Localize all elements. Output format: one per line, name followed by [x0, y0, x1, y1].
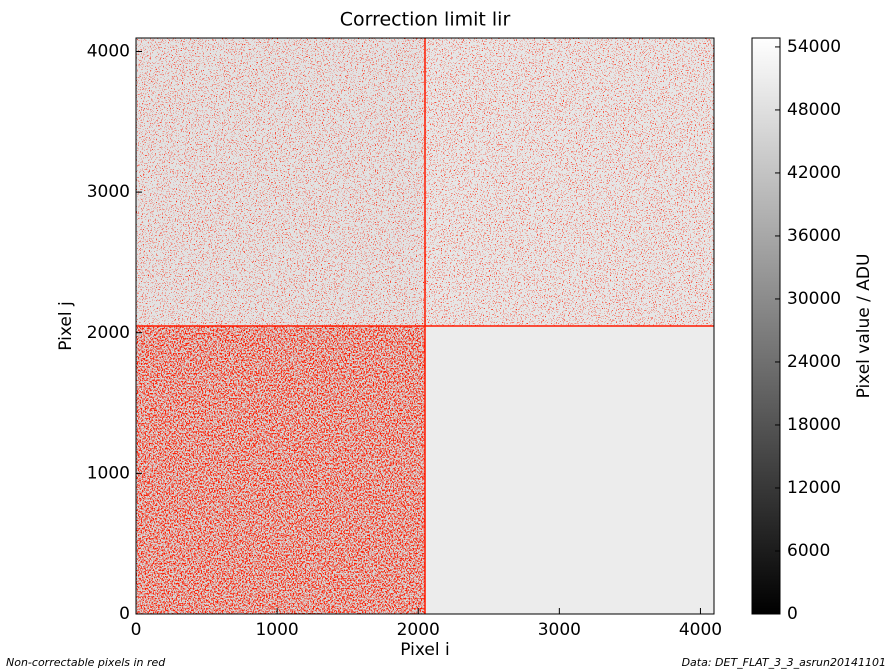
mask-speckle: [136, 326, 425, 614]
colorbar-tick-label: 30000: [787, 289, 841, 309]
colorbar-tick-label: 6000: [787, 541, 830, 561]
footnote-right: Data: DET_FLAT_3_3_asrun20141101: [682, 656, 886, 669]
mask-speckle: [136, 38, 425, 326]
colorbar-tick-label: 36000: [787, 226, 841, 246]
colorbar: [751, 37, 781, 615]
image-quadrant: [425, 326, 714, 614]
plot-frame: [135, 37, 715, 615]
x-axis-label: Pixel i: [400, 640, 449, 660]
colorbar-tick-label: 12000: [787, 478, 841, 498]
x-tick-label: 0: [131, 620, 142, 640]
y-axis-label: Pixel j: [56, 301, 76, 350]
y-tick-label: 3000: [87, 182, 130, 202]
image: [136, 38, 714, 614]
colorbar-tick-label: 18000: [787, 415, 841, 435]
x-tick-label: 3000: [538, 620, 581, 640]
x-tick-label: 2000: [397, 620, 440, 640]
footnote-left: Non-correctable pixels in red: [6, 656, 166, 669]
colorbar-tick-label: 54000: [787, 37, 841, 57]
colorbar-label: Pixel value / ADU: [854, 254, 874, 399]
x-tick-label: 4000: [679, 620, 722, 640]
y-tick-label: 2000: [87, 323, 130, 343]
y-tick-label: 1000: [87, 463, 130, 483]
chart-title: Correction limit lir: [340, 9, 511, 31]
colorbar-tick-label: 0: [787, 604, 798, 624]
mask-speckle: [425, 38, 714, 326]
colorbar-tick-label: 24000: [787, 352, 841, 372]
x-tick-label: 1000: [255, 620, 298, 640]
y-tick-label: 4000: [87, 42, 130, 62]
colorbar-tick-label: 48000: [787, 100, 841, 120]
y-tick-label: 0: [119, 604, 130, 624]
colorbar-tick-label: 42000: [787, 163, 841, 183]
